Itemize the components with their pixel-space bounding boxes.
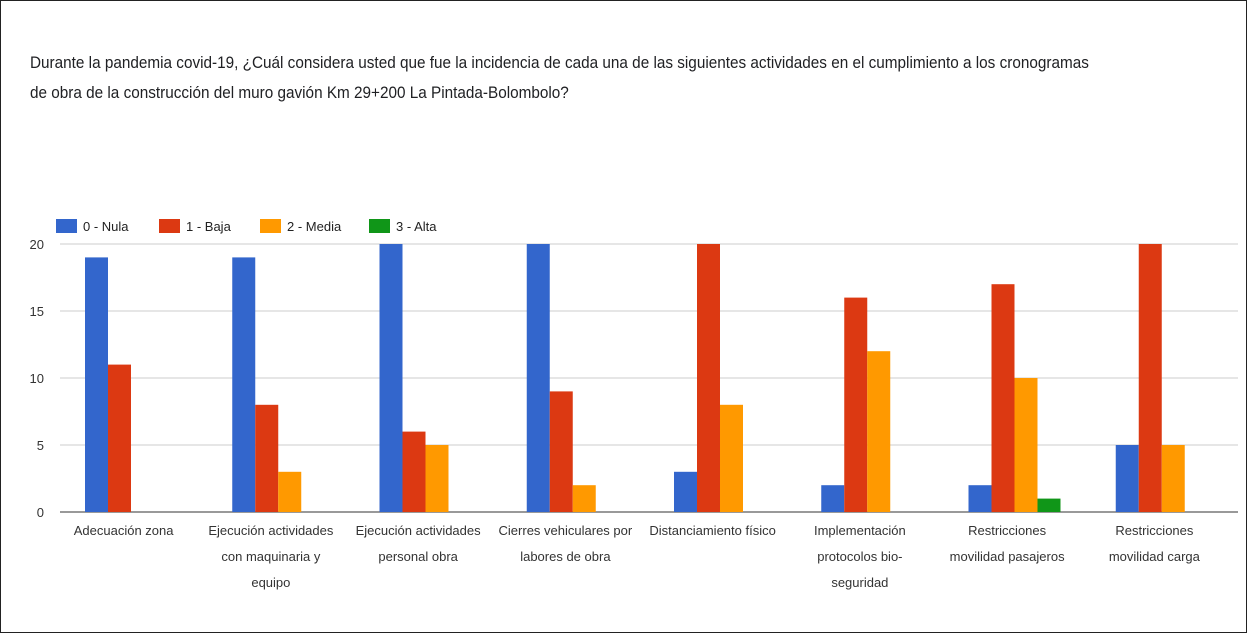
bar[interactable] [425,445,449,512]
x-tick-label: Implementación protocolos bio-seguridad [785,518,935,596]
y-tick-label: 15 [30,304,44,319]
x-tick-label-line: movilidad carga [1108,549,1200,564]
x-tick-label-line: Cierres vehiculares por [498,523,633,538]
x-tick-label-line: Restricciones [968,523,1047,538]
x-tick-label-line: equipo [251,575,291,590]
bar[interactable] [674,471,697,512]
x-tick-label: Ejecución actividades con maquinaria y equ… [196,518,346,596]
legend-swatch [159,219,180,233]
legend-swatch [369,219,390,233]
bar[interactable] [232,257,256,512]
x-tick-label-line: Implementación [813,523,906,538]
bar[interactable] [720,404,743,512]
legend-swatch [56,219,77,233]
legend-label: 3 - Alta [396,218,437,234]
y-tick-label: 20 [30,237,44,252]
bar[interactable] [867,351,891,512]
bar[interactable] [697,244,720,512]
x-tick-label-line: personal obra [378,549,458,564]
y-tick-label: 5 [37,438,44,453]
question-title: Durante la pandemia covid-19, ¿Cuál cons… [30,53,1089,102]
x-tick-label: Restricciones movilidad carga [1079,518,1229,570]
x-tick-label: Adecuación zona [49,518,199,544]
bar[interactable] [549,391,573,512]
x-tick-label-line: Adecuación zona [73,523,174,538]
bar[interactable] [1115,445,1139,512]
bar[interactable] [526,244,550,512]
x-tick-label-line: protocolos bio- [817,549,903,564]
x-tick-label: Distanciamiento físico [638,518,788,544]
bar[interactable] [572,485,596,512]
bar[interactable] [278,471,302,512]
x-tick-label-line: con maquinaria y [221,549,321,564]
legend-item[interactable]: 2 - Media [260,216,341,236]
bar[interactable] [402,431,426,512]
y-tick-label: 10 [30,371,44,386]
x-tick-label-line: labores de obra [520,549,611,564]
legend-item[interactable]: 0 - Nula [56,216,129,236]
x-tick-label: Restricciones movilidad pasajeros [932,518,1082,570]
bar[interactable] [255,404,279,512]
bar[interactable] [991,284,1015,512]
x-tick-label: Cierres vehiculares por labores de obra [490,518,640,570]
bar[interactable] [1161,445,1185,512]
bar[interactable] [379,244,403,512]
x-tick-label-line: Distanciamiento físico [649,523,776,538]
x-tick-label-line: Ejecución actividades [208,523,334,538]
bar[interactable] [968,485,992,512]
bar[interactable] [85,257,108,512]
bar[interactable] [821,485,845,512]
legend-label: 2 - Media [287,218,342,234]
bar[interactable] [844,297,868,512]
bar[interactable] [108,364,131,512]
x-tick-label: Ejecución actividades personal obra [343,518,493,570]
x-tick-label-line: Restricciones [1115,523,1194,538]
bar[interactable] [1138,244,1162,512]
legend-item[interactable]: 1 - Baja [159,216,231,236]
bar[interactable] [1014,378,1038,512]
x-tick-label-line: movilidad pasajeros [949,549,1065,564]
legend-item[interactable]: 3 - Alta [369,216,436,236]
x-tick-label-line: Ejecución actividades [355,523,481,538]
legend-label: 1 - Baja [186,218,231,234]
bar[interactable] [1037,498,1061,512]
legend-swatch [260,219,281,233]
legend-label: 0 - Nula [83,218,129,234]
y-tick-label: 0 [37,505,44,520]
x-tick-label-line: seguridad [831,575,889,590]
